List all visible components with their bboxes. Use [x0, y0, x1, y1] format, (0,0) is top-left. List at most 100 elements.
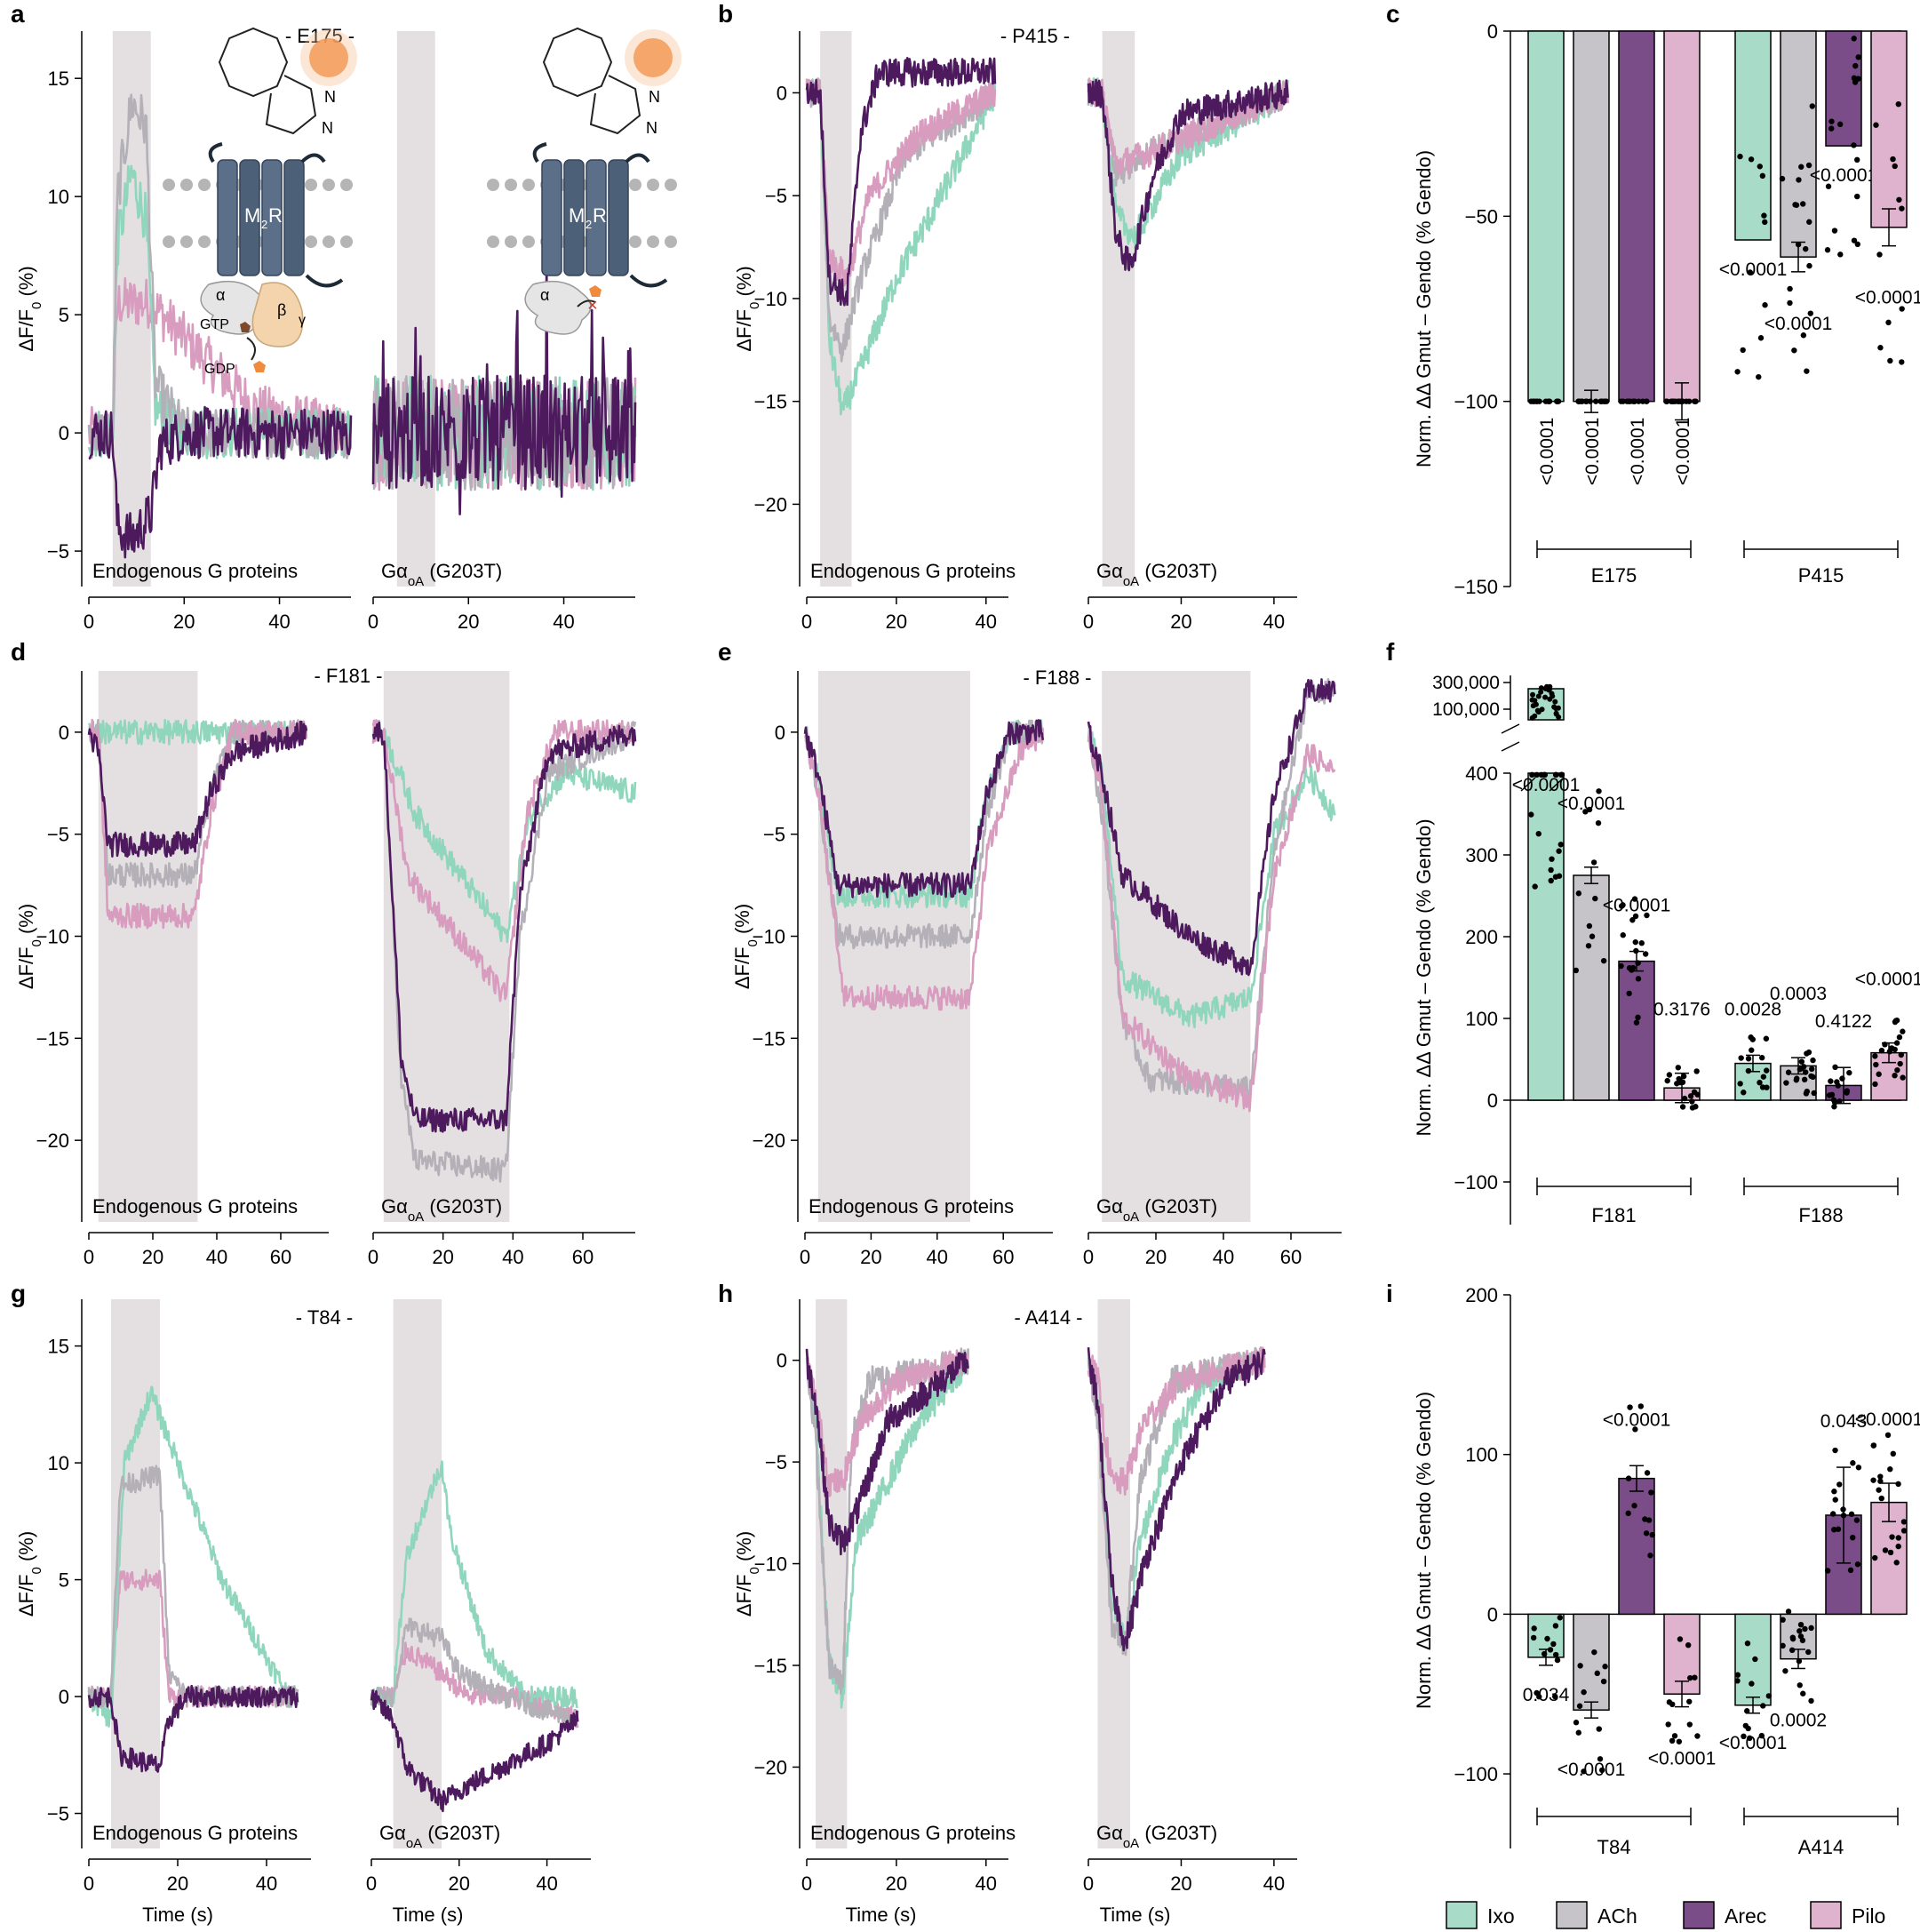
gtp-label: GTP: [200, 317, 229, 332]
legend-label-ach: ACh: [1597, 1904, 1637, 1928]
data-point: [1531, 1625, 1537, 1632]
ligand-ring: [218, 27, 289, 98]
data-point: [1596, 788, 1602, 794]
data-point: [1800, 332, 1807, 339]
bar-ixo: [1527, 30, 1565, 403]
data-point: [1896, 196, 1902, 203]
data-point: [1831, 228, 1838, 234]
data-point: [1803, 1090, 1810, 1097]
data-point: [1785, 1069, 1792, 1075]
lipid-head: [629, 236, 641, 248]
data-point: [1892, 1046, 1898, 1053]
data-point: [1556, 848, 1562, 854]
receptor-label: M: [244, 204, 260, 227]
bar-arec: [1618, 960, 1655, 1101]
y-tick-label: −100: [1454, 1763, 1498, 1785]
data-point: [1876, 251, 1883, 258]
data-point: [1629, 917, 1636, 923]
y-tick-label: 10: [48, 186, 69, 208]
fluorophore-glow: [633, 38, 673, 77]
data-point: [1877, 345, 1884, 351]
trace-ixo: [1087, 727, 1336, 1029]
data-point: [1855, 76, 1861, 82]
data-point: [1625, 1510, 1631, 1517]
data-point: [1664, 1077, 1670, 1084]
ligand-atom-label: N: [324, 88, 336, 106]
data-point: [1900, 1028, 1906, 1034]
group-label: A414: [1798, 1836, 1844, 1858]
trace-arec: [1087, 678, 1336, 977]
data-point: [1836, 1481, 1843, 1488]
data-point: [1806, 219, 1812, 225]
y-tick-label: −15: [754, 1655, 787, 1677]
data-point: [1780, 1642, 1786, 1649]
data-point: [1807, 310, 1813, 316]
receptor-helix: [563, 159, 585, 276]
data-point: [1811, 1090, 1817, 1097]
data-point: [1872, 1554, 1878, 1561]
data-point: [1798, 1066, 1804, 1072]
x-tick-label: 40: [976, 611, 997, 633]
g-beta-label: β: [277, 301, 286, 319]
data-point: [1797, 1628, 1803, 1634]
data-point: [1894, 1066, 1900, 1074]
data-point: [1581, 1689, 1587, 1696]
x-tick-label: 20: [142, 1246, 163, 1268]
data-point: [1602, 1664, 1608, 1670]
data-point: [1798, 1058, 1805, 1065]
data-point: [1824, 247, 1831, 253]
data-point: [1887, 1549, 1894, 1556]
x-axis-label: Time (s): [846, 1904, 917, 1926]
data-point: [1694, 1733, 1701, 1739]
data-point: [1573, 967, 1580, 974]
lipid-head: [487, 236, 499, 248]
gdp-label: GDP: [204, 362, 235, 377]
lipid-head: [323, 179, 335, 191]
lipid-head: [305, 179, 317, 191]
data-point: [1802, 1625, 1808, 1633]
x-tick-label: 20: [1145, 1246, 1167, 1268]
data-point: [1632, 1426, 1638, 1433]
stimulus-shade: [816, 1299, 848, 1848]
x-tick-label: 60: [572, 1246, 594, 1268]
data-point: [1741, 1733, 1747, 1740]
condition-label-endogenous: Endogenous G proteins: [92, 1822, 298, 1844]
x-tick-label: 0: [84, 1246, 94, 1268]
y-axis-label: ΔF/F0 (%): [15, 266, 44, 351]
p-value: <0.0001: [1512, 775, 1581, 795]
ligand-atom-label: N: [649, 88, 660, 106]
data-point: [1639, 398, 1646, 404]
data-point: [1808, 1697, 1814, 1704]
data-point: [1824, 1568, 1831, 1574]
y-tick-label: 0: [775, 722, 785, 744]
data-point: [1837, 251, 1844, 258]
data-point: [1536, 1694, 1542, 1700]
data-point: [1848, 1511, 1855, 1518]
y-tick-label: −10: [36, 926, 69, 948]
x-tick-label: 20: [167, 1872, 188, 1895]
y-tick-label: 15: [48, 1336, 69, 1358]
data-point: [1738, 1055, 1744, 1061]
data-point: [1809, 103, 1815, 109]
condition-label-endogenous: Endogenous G proteins: [809, 1195, 1014, 1217]
receptor-loop: [208, 142, 326, 164]
data-point: [1589, 933, 1596, 939]
data-point: [1764, 1084, 1770, 1090]
data-point: [1531, 398, 1538, 404]
y-axis-label: ΔF/F0 (%): [15, 1531, 44, 1617]
g-alpha-subunit: [524, 280, 592, 335]
y-tick-label: −5: [47, 824, 69, 846]
data-point: [1647, 1553, 1653, 1559]
panel-c: c 0 −50 −100 −150 Norm. ΔΔ Gmut – Gendo (% Ge…: [1386, 0, 1920, 598]
data-point: [1689, 1098, 1695, 1105]
data-point: [1757, 335, 1765, 341]
p-value: <0.0001: [1810, 165, 1878, 186]
data-point: [1805, 162, 1812, 169]
data-point: [1556, 873, 1563, 879]
data-point: [1626, 990, 1632, 997]
stimulus-shade: [396, 31, 435, 587]
data-point: [1627, 1404, 1633, 1410]
data-point: [1745, 1067, 1752, 1074]
receptor-helix: [217, 159, 238, 276]
data-point: [1765, 1693, 1773, 1699]
